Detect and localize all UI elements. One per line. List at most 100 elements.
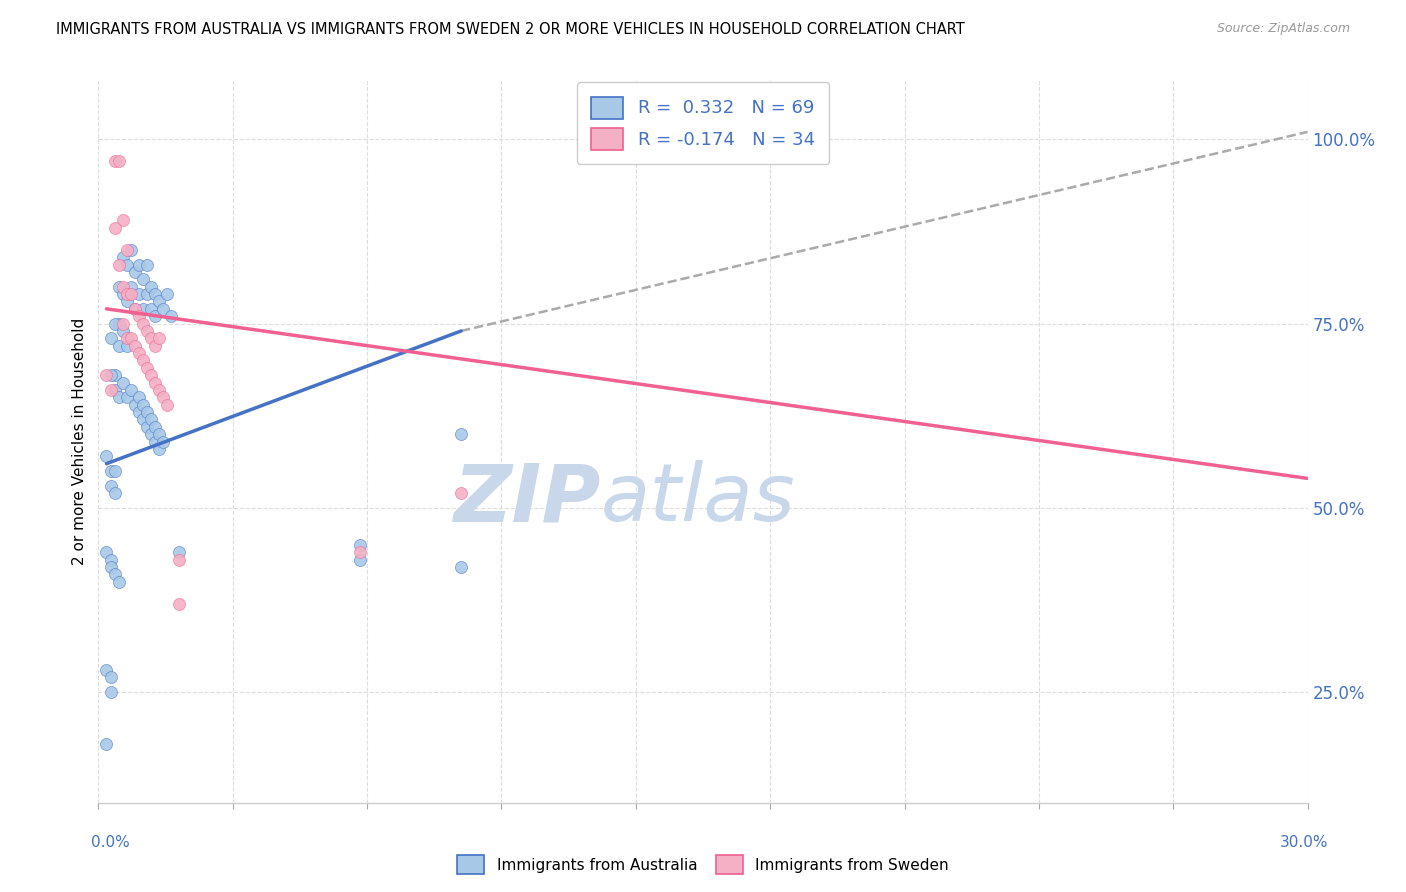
Point [167, 545, 190, 559]
Point [111, 317, 134, 331]
Point [107, 154, 129, 169]
Point [156, 398, 179, 412]
Point [124, 398, 146, 412]
Point [103, 368, 125, 383]
Point [148, 383, 170, 397]
Text: 0.0%: 0.0% [91, 836, 131, 850]
Point [128, 309, 150, 323]
Point [115, 258, 138, 272]
Point [111, 376, 134, 390]
Legend: Immigrants from Australia, Immigrants from Sweden: Immigrants from Australia, Immigrants fr… [451, 849, 955, 880]
Point [100, 479, 122, 493]
Legend: R =  0.332   N = 69, R = -0.174   N = 34: R = 0.332 N = 69, R = -0.174 N = 34 [576, 82, 830, 164]
Point [115, 287, 138, 301]
Point [349, 552, 371, 566]
Point [124, 301, 146, 316]
Point [132, 353, 155, 368]
Point [100, 685, 122, 699]
Point [148, 442, 170, 456]
Point [103, 383, 125, 397]
Point [96, 368, 118, 383]
Point [139, 412, 162, 426]
Text: atlas: atlas [600, 460, 794, 539]
Point [128, 390, 150, 404]
Point [115, 294, 138, 309]
Point [100, 383, 122, 397]
Point [148, 427, 170, 442]
Point [349, 538, 371, 552]
Point [139, 301, 162, 316]
Point [107, 279, 129, 293]
Point [103, 567, 125, 582]
Point [143, 419, 166, 434]
Point [148, 331, 170, 345]
Point [103, 317, 125, 331]
Point [103, 486, 125, 500]
Y-axis label: 2 or more Vehicles in Household: 2 or more Vehicles in Household [72, 318, 87, 566]
Point [450, 427, 472, 442]
Point [107, 574, 129, 589]
Point [100, 464, 122, 478]
Text: Source: ZipAtlas.com: Source: ZipAtlas.com [1216, 22, 1350, 36]
Point [111, 279, 134, 293]
Point [120, 279, 142, 293]
Point [96, 450, 118, 464]
Point [111, 287, 134, 301]
Point [107, 390, 129, 404]
Text: 30.0%: 30.0% [1281, 836, 1329, 850]
Point [96, 663, 118, 677]
Point [156, 287, 179, 301]
Point [132, 272, 155, 286]
Point [349, 545, 371, 559]
Point [135, 258, 157, 272]
Point [135, 287, 157, 301]
Point [120, 383, 142, 397]
Point [103, 464, 125, 478]
Point [143, 339, 166, 353]
Point [450, 486, 472, 500]
Point [107, 317, 129, 331]
Point [139, 279, 162, 293]
Point [135, 360, 157, 375]
Point [100, 368, 122, 383]
Point [152, 434, 174, 449]
Point [100, 331, 122, 345]
Point [128, 346, 150, 360]
Point [167, 597, 190, 611]
Point [100, 560, 122, 574]
Point [143, 376, 166, 390]
Point [132, 398, 155, 412]
Point [148, 294, 170, 309]
Point [128, 287, 150, 301]
Point [143, 434, 166, 449]
Point [124, 301, 146, 316]
Text: ZIP: ZIP [453, 460, 600, 539]
Point [96, 737, 118, 751]
Point [160, 309, 183, 323]
Point [135, 405, 157, 419]
Point [124, 339, 146, 353]
Point [111, 213, 134, 227]
Point [103, 220, 125, 235]
Point [132, 301, 155, 316]
Point [115, 390, 138, 404]
Point [132, 412, 155, 426]
Point [128, 258, 150, 272]
Point [143, 309, 166, 323]
Point [111, 250, 134, 264]
Point [96, 545, 118, 559]
Point [120, 331, 142, 345]
Point [152, 390, 174, 404]
Point [139, 368, 162, 383]
Point [103, 154, 125, 169]
Point [100, 552, 122, 566]
Point [139, 427, 162, 442]
Point [100, 670, 122, 684]
Point [120, 243, 142, 257]
Point [135, 324, 157, 338]
Point [115, 331, 138, 345]
Point [115, 339, 138, 353]
Point [115, 243, 138, 257]
Point [450, 560, 472, 574]
Point [135, 419, 157, 434]
